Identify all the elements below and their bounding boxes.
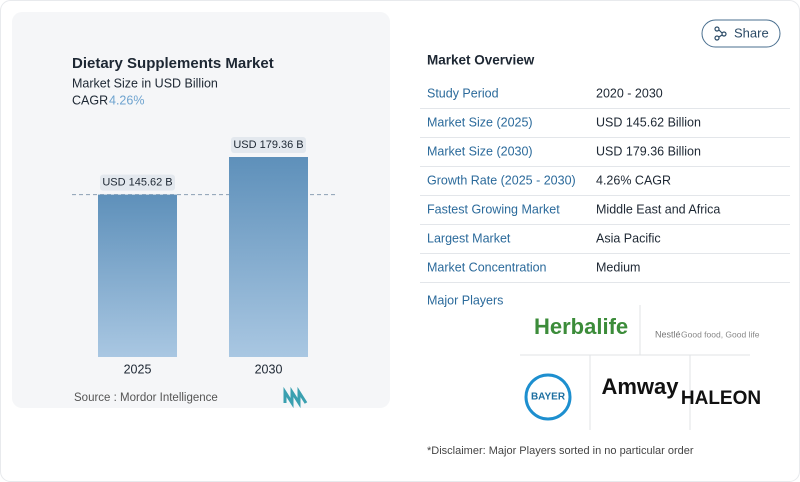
row-label: Market Size (2030) [427,144,533,158]
x-tick-label: 2025 [124,362,152,376]
row-label: Market Size (2025) [427,115,533,129]
row-label: Market Concentration [427,260,547,274]
row-label: Fastest Growing Market [427,202,560,216]
bar [229,157,308,357]
bayer-logo: BAYER [531,392,566,403]
herbalife-logo: Herbalife [534,314,628,339]
cagr-value: 4.26% [109,93,144,107]
cagr-label: CAGR [72,93,108,107]
value-label-bg [100,174,175,191]
source-logo [283,386,308,409]
nestle-tagline: Good food, Good life [681,329,760,339]
chart-subtitle: Market Size in USD Billion [72,76,218,90]
overview-title: Market Overview [427,53,535,68]
x-tick-label: 2030 [255,362,283,376]
plot: USD 145.62 B 2025 USD 179.36 B 2030 [72,137,338,376]
bayer-ring [524,373,572,421]
overview-table: Study Period 2020 - 2030 Market Size (2025… [420,86,790,283]
row-value: USD 179.36 Billion [596,144,701,158]
chart-title: Dietary Supplements Market [72,55,274,72]
bar [98,194,177,357]
row-value: Asia Pacific [596,231,661,245]
value-label: USD 145.62 B [102,177,172,189]
row-value: USD 145.62 Billion [596,115,701,129]
share-label[interactable]: Share [734,25,769,40]
row-value: 4.26% CAGR [596,173,671,187]
row-value: Medium [596,260,640,274]
row-label: Growth Rate (2025 - 2030) [427,173,576,187]
row-label: Largest Market [427,231,511,245]
player-logos [520,305,750,430]
haleon-logo: HALEON [681,388,761,409]
value-label-bg [231,137,306,153]
players-title: Major Players [427,293,503,307]
value-label: USD 179.36 B [233,139,303,151]
row-label: Study Period [427,86,499,100]
disclaimer: *Disclaimer: Major Players sorted in no … [427,445,694,457]
source: Source : Mordor Intelligence [74,392,218,404]
nestle-logo: Nestlé [655,329,681,339]
row-value: 2020 - 2030 [596,86,663,100]
share-button[interactable]: Share [701,19,781,48]
amway-logo: Amway [601,374,679,399]
row-value: Middle East and Africa [596,202,720,216]
